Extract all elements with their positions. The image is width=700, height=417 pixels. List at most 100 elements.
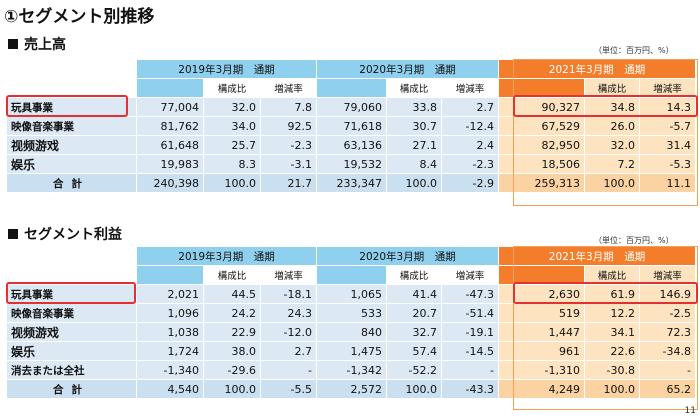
profit-unit-note: （単位：百万円、%） [594,236,674,245]
table-cell: 1,096 [136,303,204,323]
profit-section-title: セグメント利益 [8,224,122,244]
table-cell: 25.7 [203,135,261,155]
period-header-2020: 2020年3月期 通期 [316,59,499,79]
table-cell: 8.4 [386,154,442,174]
table-cell: 100.0 [584,173,640,193]
page-title: ①セグメント別推移 [4,7,155,27]
table-cell: -52.2 [386,360,442,380]
table-cell: 2.4 [441,135,499,155]
table-cell: 233,347 [316,173,387,193]
sales-section-title: 売上高 [8,34,66,54]
table-cell: 61.9 [584,284,640,304]
table-cell: 21.7 [260,173,317,193]
table-cell: -2.9 [441,173,499,193]
row-label: 娱乐 [6,154,137,174]
table-cell: -2.3 [441,154,499,174]
table-cell: 72.3 [639,322,696,342]
table-cell: 519 [498,303,585,323]
table-cell: -14.5 [441,341,499,361]
table-cell: -43.3 [441,379,499,399]
table-cell: 1,447 [498,322,585,342]
table-cell: 38.0 [203,341,261,361]
sales-table: 2019年3月期 通期 2020年3月期 通期 2021年3月期 通期 構成比 … [6,59,696,193]
row-label: 玩具事業 [6,284,137,304]
table-cell: 30.7 [386,116,442,136]
table-cell: 34.8 [584,97,640,117]
table-cell: 533 [316,303,387,323]
table-row: 娱乐 19,983 8.3 -3.1 19,532 8.4 -2.3 18,506 7.2 -5.… [6,154,696,174]
table-cell: -3.1 [260,154,317,174]
table-cell: 79,060 [316,97,387,117]
table-cell: 100.0 [386,379,442,399]
table-cell: -1,340 [136,360,204,380]
table-cell: 32.0 [203,97,261,117]
bullet-square-icon [8,229,18,239]
table-cell: 100.0 [386,173,442,193]
table-cell: 63,136 [316,135,387,155]
table-cell: 26.0 [584,116,640,136]
table-cell: 2.7 [260,341,317,361]
col-ratio-header: 構成比 [584,265,640,285]
col-ratio-header: 構成比 [386,78,442,98]
table-row: 玩具事業 2,021 44.5 -18.1 1,065 41.4 -47.3 2,630 61.… [6,284,696,304]
table-cell: 259,313 [498,173,585,193]
table-cell: 22.9 [203,322,261,342]
table-cell: 14.3 [639,97,696,117]
table-cell: - [441,360,499,380]
table-row: 消去または全社 -1,340 -29.6- -1,342 -52.2- -1,310 -30… [6,360,696,380]
sales-section-label: 売上高 [24,37,66,53]
table-cell: -5.7 [639,116,696,136]
table-cell: 77,004 [136,97,204,117]
table-cell: 19,532 [316,154,387,174]
row-label: 玩具事業 [6,97,137,117]
row-label: 视频游戏 [6,135,137,155]
table-corner [6,246,137,285]
table-cell: -30.8 [584,360,640,380]
table-cell: 44.5 [203,284,261,304]
table-cell: 11.1 [639,173,696,193]
table-cell: 92.5 [260,116,317,136]
table-cell: 840 [316,322,387,342]
table-cell: 100.0 [203,379,261,399]
table-cell: 20.7 [386,303,442,323]
table-cell: 8.3 [203,154,261,174]
table-cell: -5.5 [260,379,317,399]
period-header-2020: 2020年3月期 通期 [316,246,499,266]
period-header-2021: 2021年3月期 通期 [498,59,696,79]
table-cell: 19,983 [136,154,204,174]
table-cell: -18.1 [260,284,317,304]
table-cell: -2.5 [639,303,696,323]
table-cell: -47.3 [441,284,499,304]
table-cell: 31.4 [639,135,696,155]
row-label: 映像音楽事業 [6,116,137,136]
table-cell: 90,327 [498,97,585,117]
profit-section-label: セグメント利益 [24,227,122,243]
total-row: 合計 240,398 100.0 21.7 233,347 100.0 -2.9 259,31… [6,173,696,193]
row-label: 合計 [6,379,137,399]
table-cell: 32.0 [584,135,640,155]
table-row: 映像音楽事業 1,096 24.2 24.3 533 20.7 -51.4 519 12.2 -2… [6,303,696,323]
table-cell: 2,021 [136,284,204,304]
col-change-header: 増減率 [260,265,317,285]
table-cell: -5.3 [639,154,696,174]
row-label: 视频游戏 [6,322,137,342]
table-cell: 57.4 [386,341,442,361]
table-row: 视频游戏 61,648 25.7 -2.3 63,136 27.1 2.4 82,950 32.… [6,135,696,155]
table-cell: 1,038 [136,322,204,342]
table-cell: 33.8 [386,97,442,117]
col-change-header: 増減率 [441,265,499,285]
table-cell: 7.8 [260,97,317,117]
page-number: 11 [684,406,696,416]
col-change-header: 増減率 [639,265,696,285]
row-label: 合計 [6,173,137,193]
col-change-header: 増減率 [639,78,696,98]
table-cell: 146.9 [639,284,696,304]
table-row: 玩具事業 77,004 32.0 7.8 79,060 33.8 2.7 90,327 34.8… [6,97,696,117]
table-cell: 1,724 [136,341,204,361]
table-cell: 81,762 [136,116,204,136]
table-cell: 12.2 [584,303,640,323]
table-cell: 1,475 [316,341,387,361]
table-cell: 24.3 [260,303,317,323]
table-cell: 61,648 [136,135,204,155]
col-ratio-header: 構成比 [203,78,261,98]
